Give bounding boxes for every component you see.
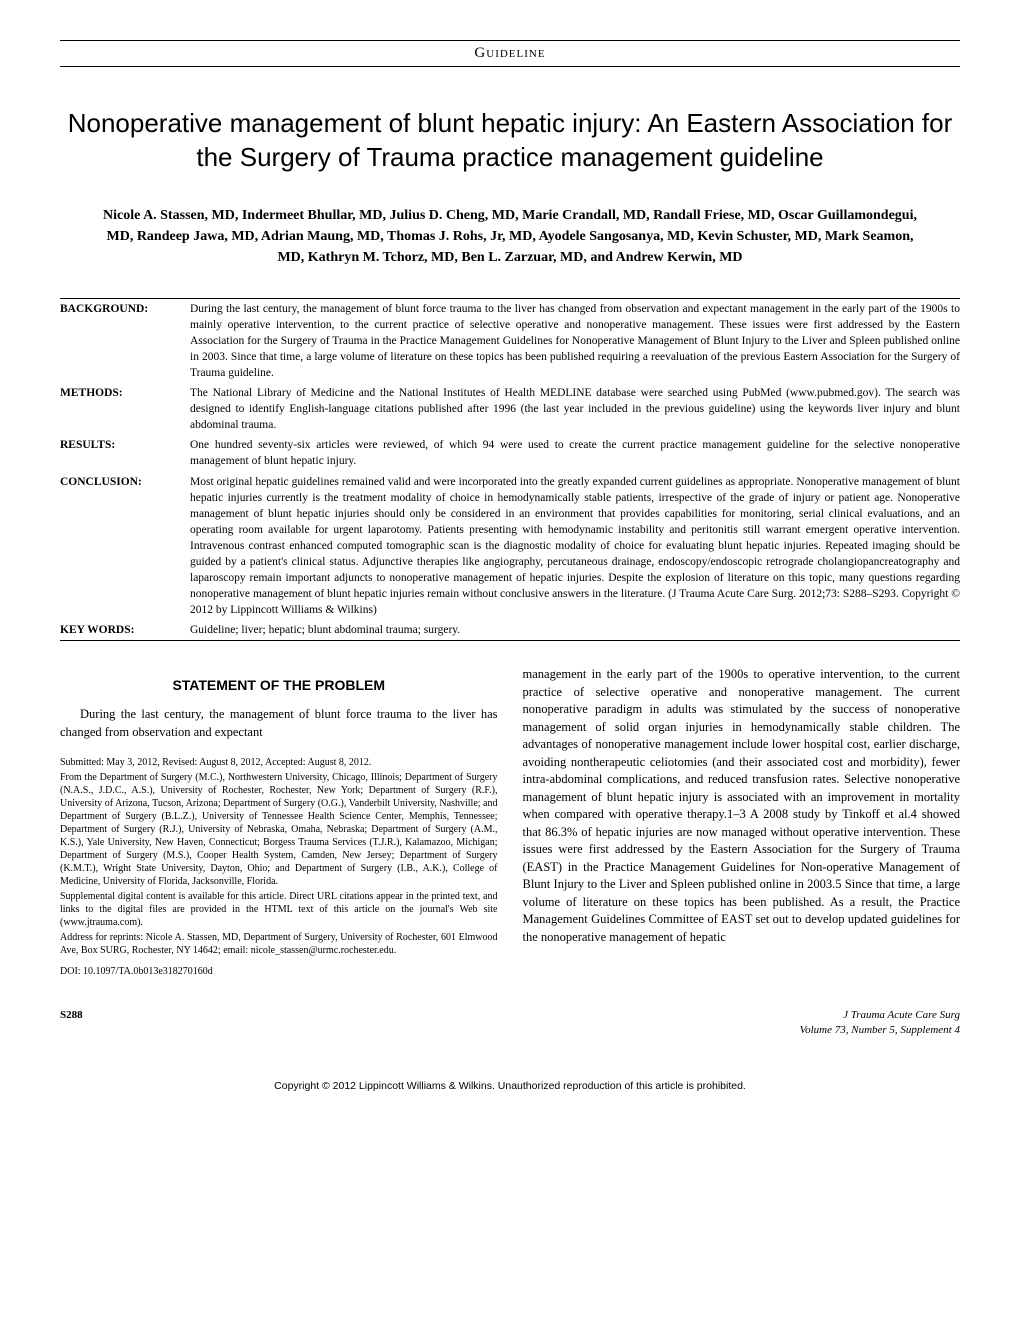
footer-volume: Volume 73, Number 5, Supplement 4 [800,1023,960,1038]
abstract-keywords-text: Guideline; liver; hepatic; blunt abdomin… [190,622,960,638]
abstract-keywords-label: KEY WORDS: [60,622,190,638]
abstract-methods-text: The National Library of Medicine and the… [190,385,960,433]
footer-page-number: S288 [60,1008,83,1039]
abstract-methods-label: METHODS: [60,385,190,433]
statement-right-para: management in the early part of the 1900… [523,666,961,946]
footnote-submitted: Submitted: May 3, 2012, Revised: August … [60,756,498,769]
abstract-keywords-row: KEY WORDS: Guideline; liver; hepatic; bl… [60,620,960,640]
section-header: Guideline [60,40,960,67]
statement-left-para: During the last century, the management … [60,706,498,741]
abstract-results-row: RESULTS: One hundred seventy-six article… [60,435,960,471]
abstract-methods-row: METHODS: The National Library of Medicin… [60,383,960,435]
footnote-from: From the Department of Surgery (M.C.), N… [60,771,498,888]
statement-heading: STATEMENT OF THE PROBLEM [60,676,498,696]
footnote-doi: DOI: 10.1097/TA.0b013e318270160d [60,965,498,978]
abstract-results-text: One hundred seventy-six articles were re… [190,437,960,469]
abstract-conclusion-label: CONCLUSION: [60,474,190,619]
abstract-background-text: During the last century, the management … [190,301,960,381]
footnote-address: Address for reprints: Nicole A. Stassen,… [60,931,498,957]
article-title: Nonoperative management of blunt hepatic… [60,107,960,175]
authors-list: Nicole A. Stassen, MD, Indermeet Bhullar… [60,205,960,268]
abstract-conclusion-text: Most original hepatic guidelines remaine… [190,474,960,619]
abstract-background-label: BACKGROUND: [60,301,190,381]
body-columns: STATEMENT OF THE PROBLEM During the last… [60,666,960,978]
footnotes-block: Submitted: May 3, 2012, Revised: August … [60,756,498,978]
abstract-table: BACKGROUND: During the last century, the… [60,298,960,642]
abstract-results-label: RESULTS: [60,437,190,469]
footer-journal-block: J Trauma Acute Care Surg Volume 73, Numb… [800,1008,960,1039]
abstract-conclusion-row: CONCLUSION: Most original hepatic guidel… [60,472,960,621]
copyright-bar: Copyright © 2012 Lippincott Williams & W… [60,1079,960,1094]
abstract-background-row: BACKGROUND: During the last century, the… [60,299,960,383]
footnote-supplemental: Supplemental digital content is availabl… [60,890,498,929]
footer-journal: J Trauma Acute Care Surg [800,1008,960,1023]
page-footer: S288 J Trauma Acute Care Surg Volume 73,… [60,1008,960,1039]
